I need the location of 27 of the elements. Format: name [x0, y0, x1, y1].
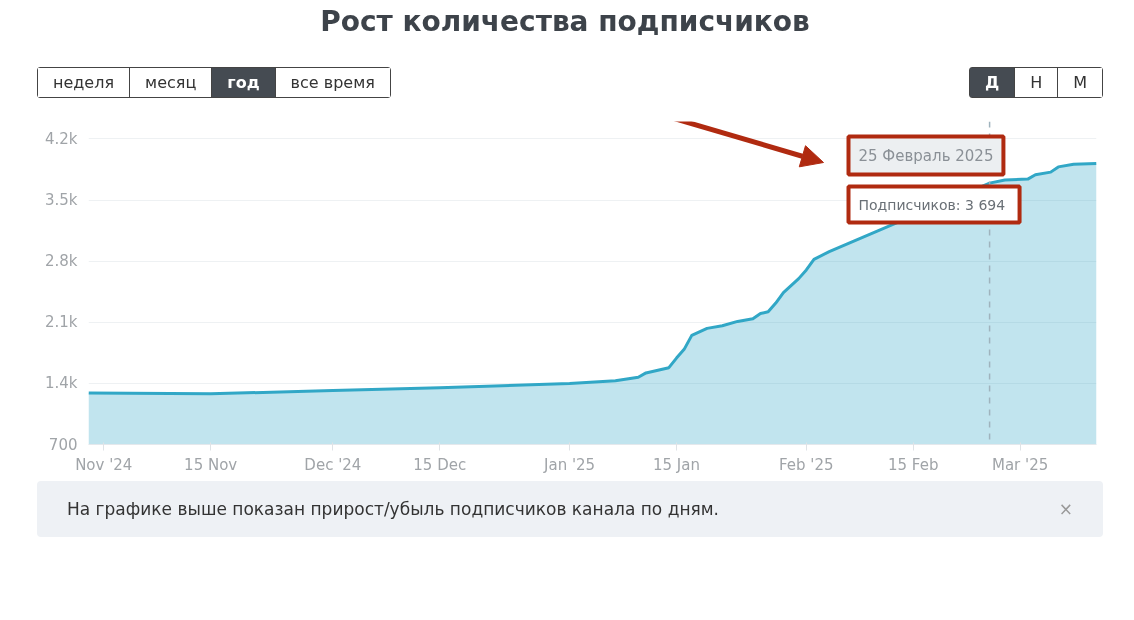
annotation: Подписчиков: 3 694: [858, 196, 1006, 213]
y-tick-label: 3.5k: [44, 191, 78, 210]
x-tick-label: 15 Nov: [184, 455, 238, 474]
x-tick-label: Feb '25: [779, 455, 834, 474]
y-tick-label: 2.8k: [44, 252, 78, 271]
x-tick-label: Dec '24: [304, 455, 362, 474]
y-tick-label: 1.4k: [44, 374, 78, 393]
x-tick-label: 15 Jan: [653, 455, 700, 474]
text: Н: [1014, 68, 1058, 97]
x-tick-label: Nov '24: [75, 455, 133, 474]
x-tick-label: 15 Dec: [413, 455, 467, 474]
text: месяц: [129, 68, 212, 97]
y-tick-label: 4.2k: [44, 129, 78, 148]
y-tick-label: 700: [48, 435, 78, 454]
text: Д: [969, 68, 1015, 97]
y-tick-label: 2.1k: [44, 313, 78, 332]
text: неделя: [38, 68, 130, 97]
text: На графике выше показан прирост/убыль подписчиков канала по дням.: [67, 499, 719, 519]
text: год: [211, 68, 275, 97]
text: М: [1057, 68, 1102, 97]
annotation: 25 Февраль 2025: [858, 146, 994, 165]
chart-title: Рост количества подписчиков: [319, 5, 811, 38]
x-tick-label: Jan '25: [543, 455, 596, 474]
text: все время: [274, 68, 390, 97]
text: ×: [1058, 499, 1073, 519]
x-tick-label: Mar '25: [992, 455, 1049, 474]
x-tick-label: 15 Feb: [888, 455, 939, 474]
